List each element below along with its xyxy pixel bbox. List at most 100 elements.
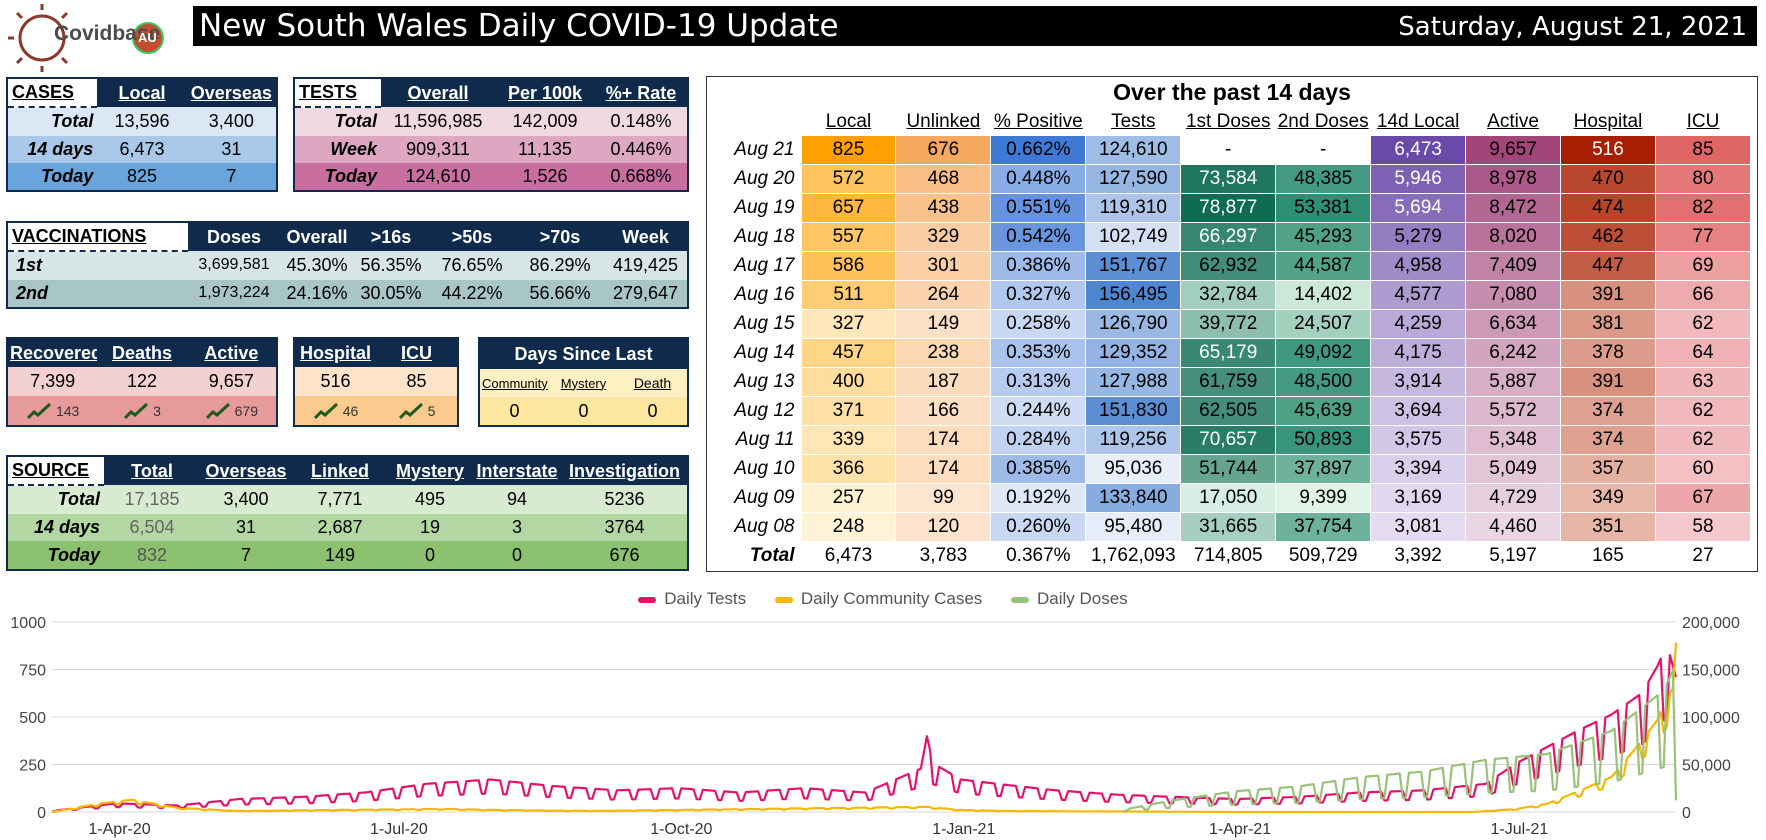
table-row: 1st 3,699,581 45.30% 56.35% 76.65% 86.29% 419,… [8,251,687,280]
cell: 9,399 [1275,482,1372,513]
column-header: 14d Local [1376,110,1460,132]
cell: 714,805 [1180,540,1277,571]
table-row: 14 days 6,473 31 [8,135,276,163]
cell: 5,279 [1370,221,1467,252]
cell: 82 [1654,192,1752,223]
table-row: Aug 11 339 174 0.284% 119,256 70,657 50,893 3,5… [711,424,1752,455]
cell: 6,634 [1465,308,1561,339]
cell: 70,657 [1180,424,1277,455]
y-tick-label: 1000 [10,615,46,632]
trend-up-icon [124,403,149,420]
cell: 4,577 [1370,279,1467,310]
cell: 8,472 [1465,192,1561,223]
logo-badge: AU [138,30,157,45]
cell: 676 [895,134,992,165]
table-row: 7,399 122 9,657 [8,367,276,396]
table-row: Aug 13 400 187 0.313% 127,988 61,759 48,500 3,9… [711,366,1752,397]
cell: 5,049 [1465,453,1561,484]
table-row: Aug 14 457 238 0.353% 129,352 65,179 49,092 4,1… [711,337,1752,368]
cell: 45,639 [1275,395,1372,426]
table-row: Aug 17 586 301 0.386% 151,767 62,932 44,587 4,9… [711,250,1752,281]
cell: 78,877 [1180,192,1277,223]
cell: 3,783 [895,540,992,571]
cell: 9,657 [1465,134,1561,165]
column-header: Local [825,110,872,132]
cell: 102,749 [1085,221,1182,252]
cell: 572 [800,163,897,194]
row-date: Aug 15 [734,312,795,334]
cell: 187 [895,366,992,397]
cell: 85 [1654,134,1752,165]
table-row: Aug 20 572 468 0.448% 127,590 73,584 48,385 5,9… [711,163,1752,194]
cell: 3,914 [1370,366,1467,397]
table-row: Today 825 7 [8,162,276,190]
cell: 329 [895,221,992,252]
cell: 468 [895,163,992,194]
cell: 174 [895,453,992,484]
days-since-title: Days Since Last [480,339,687,369]
title-bar: New South Wales Daily COVID-19 Update Sa… [193,6,1757,46]
x-tick-label: 1-Jul-21 [1491,821,1549,838]
virus-icon [8,4,164,72]
covidbase-logo: Covidbase AU [8,2,168,72]
cell: 165 [1560,540,1656,571]
cell: - [1275,134,1372,165]
cell: 62,932 [1180,250,1277,281]
cell: 4,175 [1370,337,1467,368]
cell: 62 [1654,424,1752,455]
cell: 4,460 [1465,511,1561,542]
cell: 0.284% [990,424,1087,455]
legend-item: Daily Doses [1011,589,1128,608]
cell: 5,197 [1465,540,1561,571]
cell: 374 [1560,424,1656,455]
cell: 339 [800,424,897,455]
cell: 48,500 [1275,366,1372,397]
trend-up-icon [205,403,230,420]
table-row: Total 17,185 3,400 7,771 495 94 5236 [8,485,687,514]
daily-trend-chart: 0 250 500 750 1000 0 50,000 100,000 150,000 200,0… [10,615,1740,838]
table-row: 143 3 679 [8,396,276,425]
cell: 51,744 [1180,453,1277,484]
cell: 4,958 [1370,250,1467,281]
cell: 400 [800,366,897,397]
cell: 62,505 [1180,395,1277,426]
cell: - [1180,134,1277,165]
table-row: Today 124,610 1,526 0.668% [295,162,687,190]
legend-item: Daily Tests [638,589,746,608]
cell: 151,830 [1085,395,1182,426]
cell: 327 [800,308,897,339]
cell: 127,590 [1085,163,1182,194]
cell: 657 [800,192,897,223]
cell: 27 [1654,540,1752,571]
cell: 32,784 [1180,279,1277,310]
cell: 5,348 [1465,424,1561,455]
cell: 0.260% [990,511,1087,542]
cell: 8,978 [1465,163,1561,194]
table-row: Week 909,311 11,135 0.446% [295,135,687,163]
cell: 3,394 [1370,453,1467,484]
cell: 66 [1654,279,1752,310]
cell: 511 [800,279,897,310]
trend-up-icon [398,403,423,420]
row-date: Aug 19 [734,196,795,218]
series-line [51,642,1678,814]
cell: 0.542% [990,221,1087,252]
tests-table: TESTS Overall Per 100k %+ Rate Total 11,596,… [293,77,689,192]
cell: 0.353% [990,337,1087,368]
row-date: Aug 16 [734,283,795,305]
table-row: 46 5 [295,396,457,425]
x-tick-label: 1-Apr-20 [88,821,150,838]
cell: 95,480 [1085,511,1182,542]
cell: 248 [800,511,897,542]
table-row: 516 85 [295,367,457,396]
cell: 5,694 [1370,192,1467,223]
cell: 7,409 [1465,250,1561,281]
cell: 5,946 [1370,163,1467,194]
source-table: SOURCE Total Overseas Linked Mystery Intersta… [6,455,689,571]
y2-tick-label: 0 [1682,805,1691,822]
cell: 6,473 [800,540,897,571]
column-header: 2nd Doses [1277,110,1369,132]
cell: 586 [800,250,897,281]
cell: 124,610 [1085,134,1182,165]
